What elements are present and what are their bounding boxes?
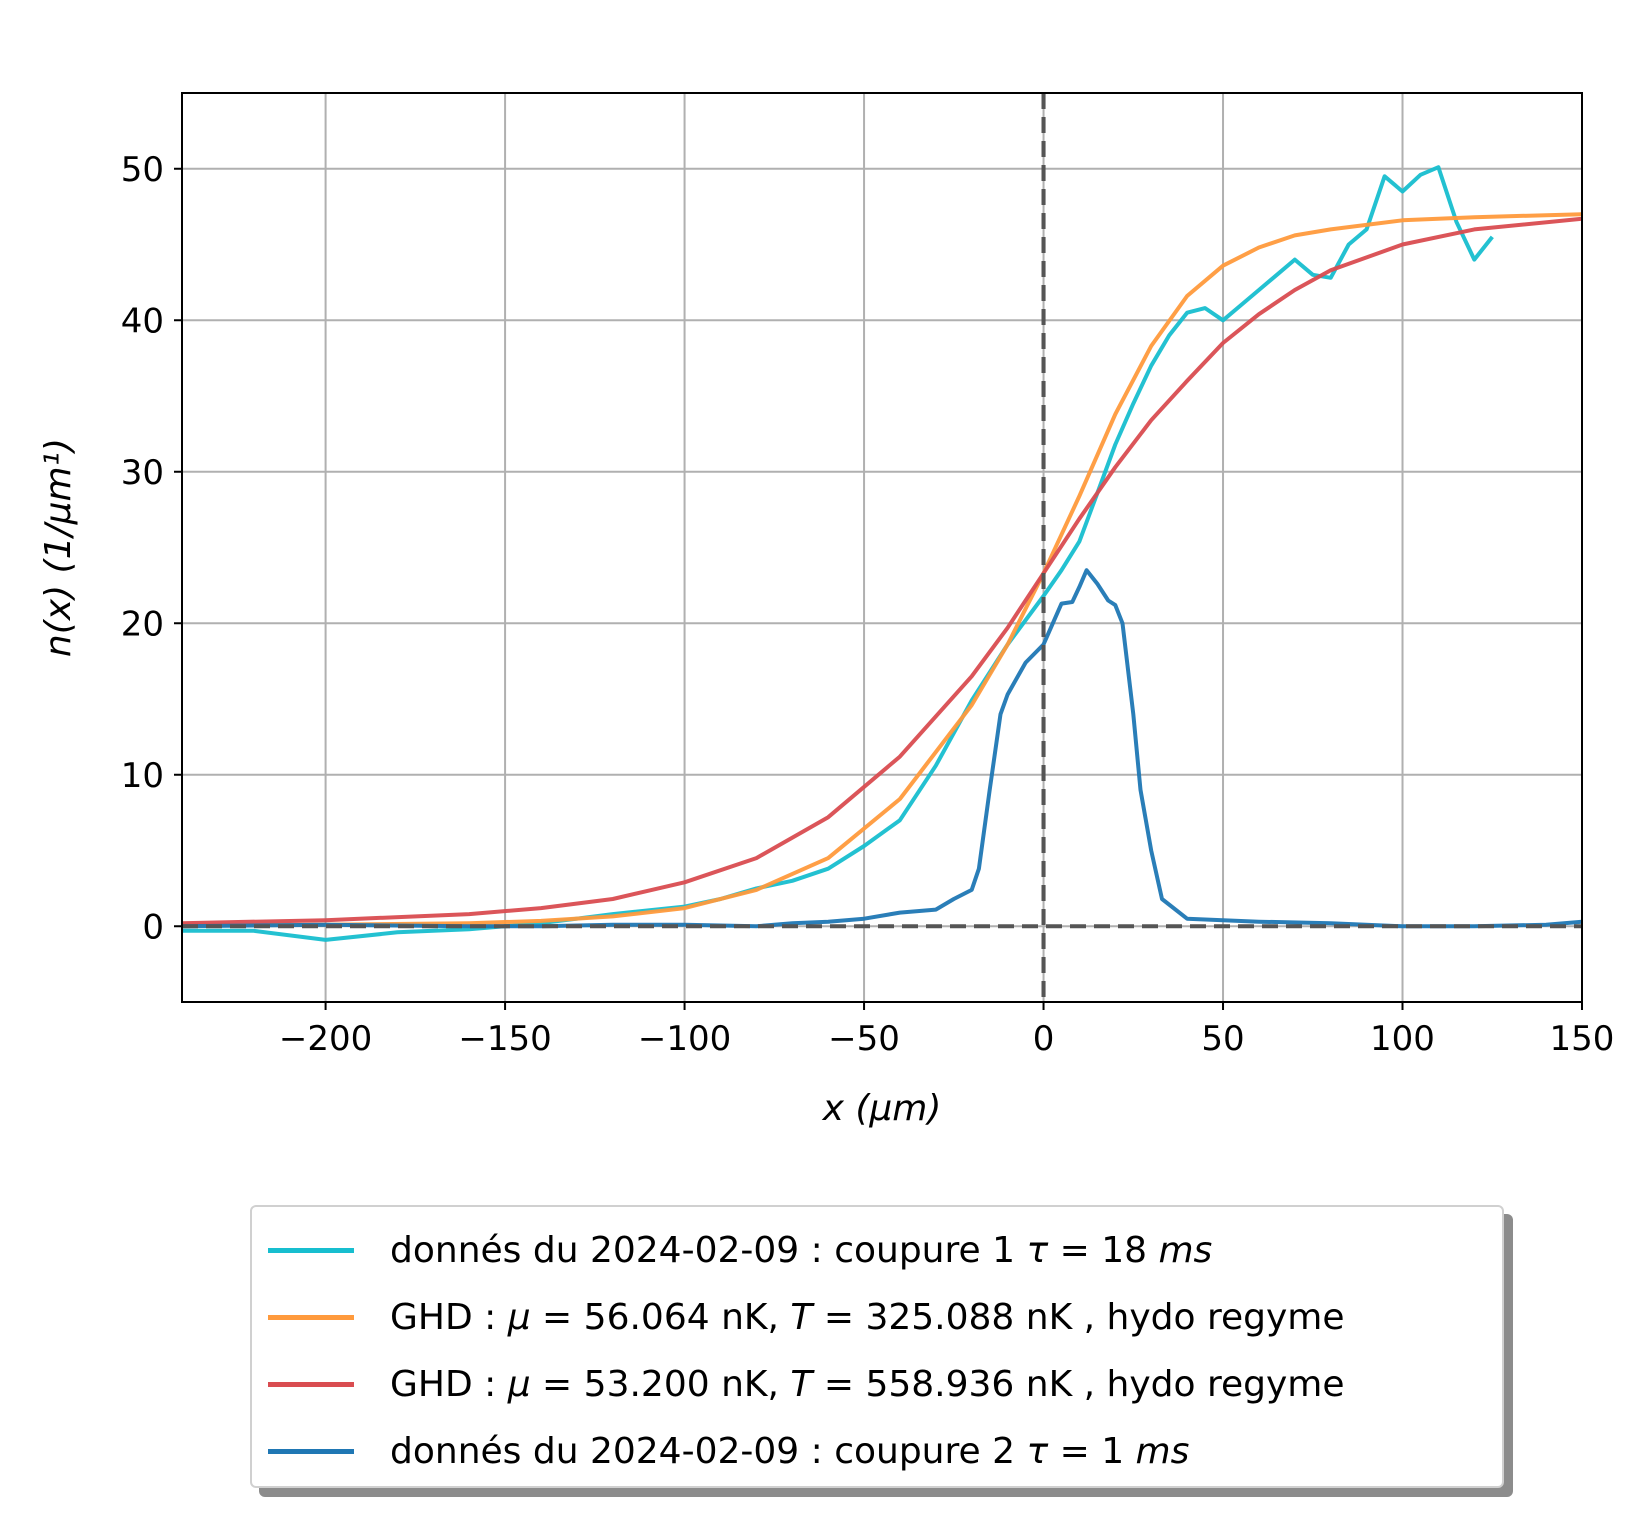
legend-swatch-1 <box>268 1247 354 1253</box>
x-tick-label: −100 <box>638 1019 731 1059</box>
legend-label-2: GHD : μ = 56.064 nK, T = 325.088 nK , hy… <box>390 1296 1345 1338</box>
grid <box>182 93 1583 1002</box>
x-tick-label: 50 <box>1201 1019 1244 1059</box>
legend-swatch-4 <box>268 1448 354 1454</box>
x-tick-label: 150 <box>1550 1019 1615 1059</box>
legend-label-3: GHD : μ = 53.200 nK, T = 558.936 nK , hy… <box>390 1363 1345 1405</box>
series-line-1 <box>182 165 1494 942</box>
y-tick-label: 10 <box>121 756 164 796</box>
x-tick-label: 0 <box>1033 1019 1055 1059</box>
y-tick-label: 30 <box>121 453 164 493</box>
x-tick-label: −150 <box>458 1019 551 1059</box>
legend-entry-2: GHD : μ = 56.064 nK, T = 325.088 nK , hy… <box>252 1287 1344 1347</box>
legend-entry-1: donnés du 2024-02-09 : coupure 1 τ = 18 … <box>252 1220 1212 1280</box>
legend-entry-4: donnés du 2024-02-09 : coupure 2 τ = 1 m… <box>252 1421 1189 1481</box>
y-tick-label: 0 <box>142 907 164 947</box>
plot-frame <box>181 92 1583 1003</box>
legend-swatch-3 <box>268 1381 354 1387</box>
x-tick-label: −50 <box>828 1019 900 1059</box>
legend-label-1: donnés du 2024-02-09 : coupure 1 τ = 18 … <box>390 1229 1213 1271</box>
legend-entry-3: GHD : μ = 53.200 nK, T = 558.936 nK , hy… <box>252 1354 1344 1414</box>
series-line-3 <box>181 216 1583 926</box>
x-axis-label: x (μm) <box>822 1088 942 1129</box>
y-tick-label: 50 <box>121 150 164 190</box>
y-tick-label: 20 <box>121 604 164 644</box>
series-group <box>181 93 1583 1002</box>
legend: donnés du 2024-02-09 : coupure 1 τ = 18 … <box>250 1205 1504 1488</box>
ticks: −200 −150 −100 −50 0 50 100 150 0 10 20 30 40 50 <box>121 150 1615 1059</box>
x-tick-label: −200 <box>279 1019 372 1059</box>
y-tick-label: 40 <box>121 301 164 341</box>
x-tick-label: 100 <box>1370 1019 1435 1059</box>
legend-label-4: donnés du 2024-02-09 : coupure 2 τ = 1 m… <box>390 1430 1190 1472</box>
legend-swatch-2 <box>268 1314 354 1320</box>
y-axis-label: n(x) (1/μm¹) <box>38 438 79 657</box>
